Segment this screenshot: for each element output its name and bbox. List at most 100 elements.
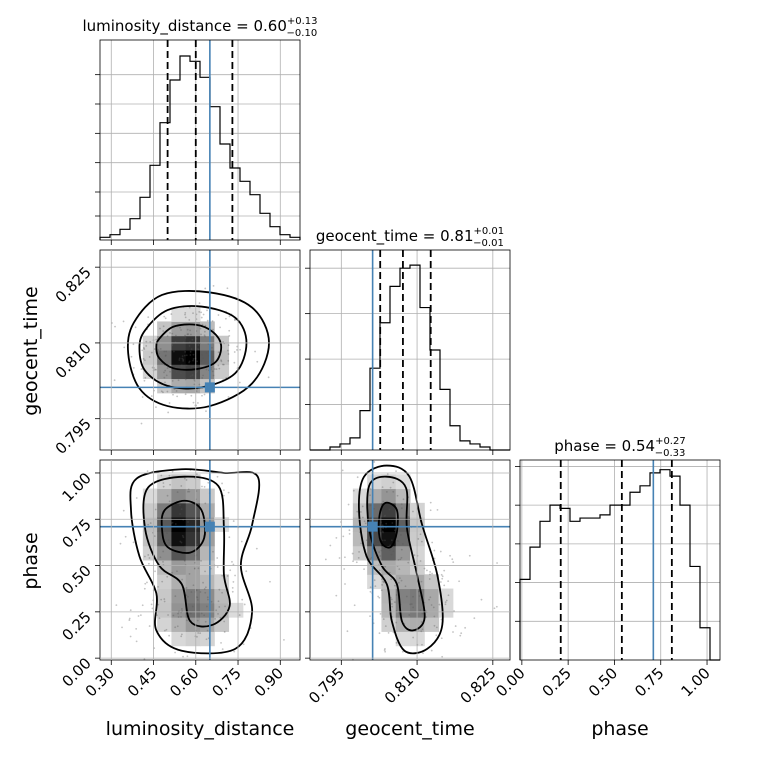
density-cell: [200, 488, 215, 504]
sample-point: [218, 367, 221, 370]
sample-point: [135, 627, 138, 630]
sample-point: [432, 606, 435, 609]
sample-point: [115, 604, 118, 607]
sample-point: [190, 394, 193, 397]
sample-point: [140, 368, 143, 371]
sample-point: [172, 614, 175, 617]
sample-point: [163, 376, 166, 379]
sample-point: [242, 643, 245, 646]
title-phase: phase = 0.54+0.27 −0.33: [554, 436, 685, 459]
density-cell: [171, 502, 187, 518]
sample-point: [364, 522, 367, 525]
sample-point: [180, 365, 183, 368]
panel-frame: [99, 249, 301, 451]
sample-point: [196, 402, 199, 404]
sample-point: [396, 539, 399, 542]
histogram-phase: [519, 469, 720, 661]
sample-point: [198, 383, 201, 386]
sample-point: [171, 332, 174, 335]
sample-point: [189, 329, 192, 332]
sample-point: [163, 629, 166, 632]
sample-point: [394, 601, 396, 604]
sample-point: [166, 575, 169, 578]
sample-point: [223, 631, 226, 633]
sample-point: [151, 607, 154, 610]
sample-point: [207, 342, 210, 345]
sample-point: [145, 340, 148, 343]
sample-point: [149, 522, 152, 524]
sample-point: [376, 542, 379, 545]
density-cell: [200, 631, 215, 647]
sample-point: [135, 640, 138, 643]
sample-point: [183, 545, 186, 548]
sample-point: [428, 598, 431, 601]
sample-point: [218, 588, 221, 591]
sample-point: [231, 560, 233, 563]
sample-point: [180, 485, 183, 487]
sample-point: [147, 562, 150, 565]
sample-point: [398, 568, 401, 571]
density-cell: [185, 350, 201, 365]
density-cell: [171, 631, 187, 647]
truth-marker: [204, 382, 215, 393]
density-cell: [157, 560, 172, 575]
density-cell: [171, 364, 187, 380]
sample-point: [184, 316, 187, 319]
sample-point: [159, 348, 162, 350]
sample-point: [189, 341, 191, 343]
sample-point: [405, 595, 408, 598]
density-cell: [185, 531, 201, 547]
sample-point: [369, 590, 372, 593]
sample-point: [357, 556, 360, 559]
sample-point: [188, 490, 191, 493]
sample-point: [402, 498, 405, 501]
sample-point: [352, 560, 354, 563]
sample-point: [243, 603, 246, 606]
sample-point: [441, 577, 444, 580]
density-cell: [185, 588, 201, 604]
sample-point: [425, 616, 428, 618]
sample-point: [388, 549, 391, 551]
density-cell: [185, 517, 201, 532]
sample-point: [181, 534, 184, 537]
sample-point: [181, 608, 183, 610]
density-cell: [381, 502, 397, 518]
sample-point: [419, 609, 422, 612]
sample-point: [174, 523, 177, 525]
sample-point: [183, 559, 186, 562]
title-geocent-time: geocent_time = 0.81+0.01 −0.01: [316, 226, 504, 249]
sample-point: [145, 345, 148, 347]
sample-point: [142, 347, 145, 349]
sample-point: [439, 581, 442, 583]
density-cell: [157, 321, 172, 337]
sample-point: [168, 542, 171, 544]
sample-point: [202, 374, 204, 377]
sample-point: [381, 539, 384, 542]
sample-point: [347, 503, 350, 506]
sample-point: [408, 614, 411, 616]
sample-point: [171, 344, 173, 347]
sample-point: [190, 365, 193, 368]
sample-point: [162, 330, 165, 332]
sample-point: [418, 590, 420, 593]
sample-point: [162, 560, 164, 563]
sample-point: [397, 558, 400, 561]
density-cell: [395, 602, 411, 618]
sample-point: [129, 609, 132, 612]
contour-level-2: [142, 475, 231, 628]
sample-point: [206, 596, 209, 599]
sample-point: [121, 626, 123, 629]
sample-point: [398, 577, 401, 580]
sample-point: [190, 511, 193, 514]
sample-point: [226, 575, 229, 577]
sample-point: [352, 489, 355, 492]
sample-point: [452, 561, 455, 564]
sample-point: [169, 332, 171, 334]
sample-point: [381, 524, 384, 527]
sample-point: [196, 596, 199, 599]
sample-point: [164, 381, 166, 384]
sample-point: [171, 470, 174, 473]
density-cell: [381, 517, 397, 532]
sample-point: [162, 482, 165, 484]
